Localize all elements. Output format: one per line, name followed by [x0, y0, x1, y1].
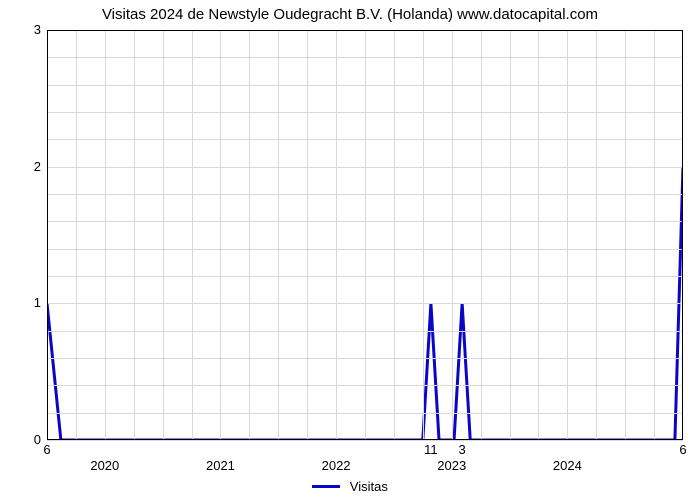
chart-container: { "chart": { "type": "line", "title": "V…	[0, 0, 700, 500]
y-tick-label: 0	[11, 432, 41, 447]
x-tick-label: 2020	[90, 458, 119, 473]
data-point-label: 11	[424, 442, 438, 457]
plot-area	[47, 30, 683, 440]
x-tick-label: 2024	[553, 458, 582, 473]
chart-title: Visitas 2024 de Newstyle Oudegracht B.V.…	[0, 6, 700, 23]
legend-swatch	[312, 485, 340, 488]
data-point-label: 6	[679, 442, 686, 457]
data-point-label: 3	[459, 442, 466, 457]
legend-label: Visitas	[350, 479, 388, 494]
legend: Visitas	[0, 478, 700, 494]
data-point-label: 6	[43, 442, 50, 457]
y-tick-label: 2	[11, 159, 41, 174]
y-tick-label: 1	[11, 295, 41, 310]
x-tick-label: 2021	[206, 458, 235, 473]
x-tick-label: 2023	[437, 458, 466, 473]
y-tick-label: 3	[11, 22, 41, 37]
x-tick-label: 2022	[322, 458, 351, 473]
